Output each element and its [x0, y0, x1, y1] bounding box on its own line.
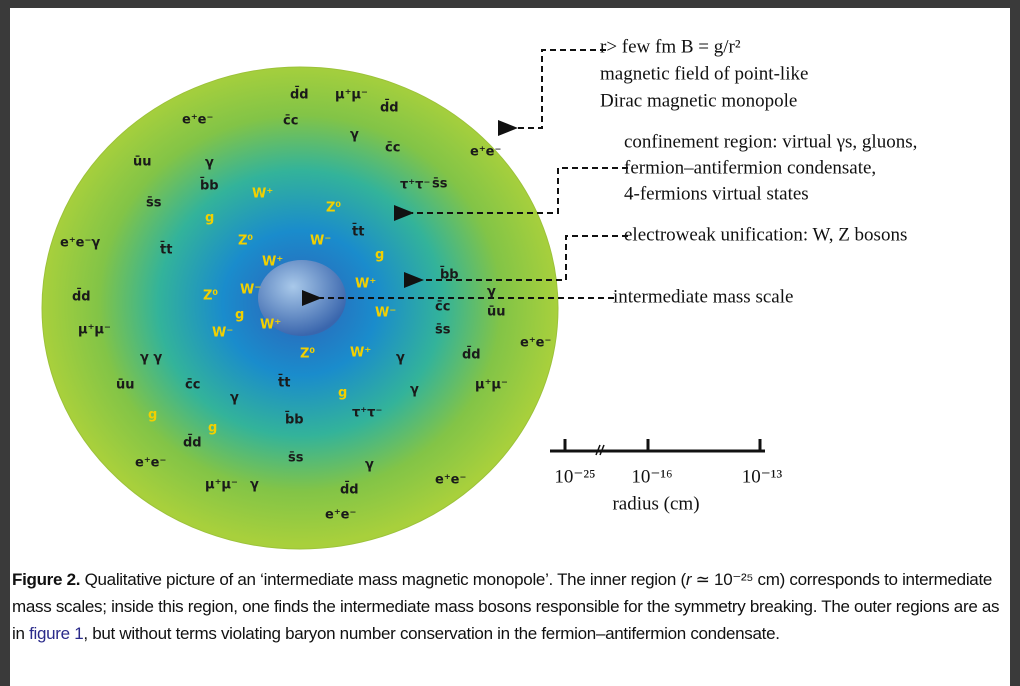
particle-label: γ: [230, 391, 239, 406]
particle-label: γ: [396, 351, 405, 366]
particle-label: γ: [205, 156, 214, 171]
particle-label: e⁺e⁻: [520, 336, 551, 351]
particle-label: ūu: [487, 305, 506, 320]
particle-label: g: [208, 421, 217, 436]
particle-label: γ γ: [140, 351, 162, 366]
scale-tick-label: 10⁻¹⁶: [631, 466, 672, 487]
arrow: [516, 50, 606, 128]
particle-label: W⁻: [212, 326, 233, 341]
particle-label: μ⁺μ⁻: [475, 378, 508, 393]
particle-label: s̄s: [432, 177, 448, 192]
particle-label: d̄d: [290, 86, 309, 102]
particle-label: t̄t: [352, 223, 365, 239]
particle-label: e⁺e⁻: [325, 508, 356, 523]
scale-tick-label: 10⁻²⁵: [554, 466, 595, 487]
particle-label: W⁻: [375, 306, 396, 321]
particle-label: c̄c: [385, 141, 400, 156]
particle-label: d̄d: [340, 481, 359, 497]
particle-label: c̄c: [185, 378, 200, 393]
particle-label: ūu: [116, 378, 135, 393]
particle-label: g: [338, 386, 347, 401]
particle-label: Z⁰: [238, 234, 253, 249]
particle-label: μ⁺μ⁻: [335, 88, 368, 103]
page: {"figure":{ "particle_labels":["e⁺e⁻","d…: [0, 0, 1020, 686]
particle-label: W⁺: [252, 187, 273, 202]
annotation: magnetic field of point-like: [600, 63, 808, 84]
particle-label: W⁻: [310, 234, 331, 249]
particle-label: g: [235, 308, 244, 323]
particle-label: Z⁰: [203, 289, 218, 304]
particle-label: d̄d: [380, 99, 399, 115]
annotation: r> few fm B = g/r²: [600, 36, 741, 57]
particle-label: e⁺e⁻: [182, 113, 213, 128]
particle-label: e⁺e⁻: [435, 473, 466, 488]
scale-tick-label: 10⁻¹³: [742, 466, 783, 487]
particle-label: μ⁺μ⁻: [78, 323, 111, 338]
annotation: Dirac magnetic monopole: [600, 90, 797, 111]
particle-label: γ: [250, 478, 259, 493]
particle-label: e⁺e⁻: [470, 145, 501, 160]
particle-label: s̄s: [435, 323, 451, 338]
caption-label: Figure 2.: [12, 570, 80, 589]
particle-label: c̄c: [283, 114, 298, 129]
particle-label: W⁻: [240, 283, 261, 298]
particle-label: s̄s: [288, 451, 304, 466]
particle-label: d̄d: [183, 434, 202, 450]
particle-label: t̄t: [278, 374, 291, 390]
particle-label: b̄b: [200, 177, 219, 193]
particle-label: g: [205, 211, 214, 226]
particle-label: b̄b: [285, 411, 304, 427]
particle-label: W⁺: [262, 255, 283, 270]
caption-text: , but without terms violating baryon num…: [83, 624, 779, 643]
scale-bar: [550, 439, 765, 455]
particle-label: γ: [487, 285, 496, 300]
scale-label: radius (cm): [612, 493, 699, 514]
particle-label: γ: [365, 458, 374, 473]
particle-label: b̄b: [440, 266, 459, 282]
particle-label: τ⁺τ⁻: [400, 178, 430, 193]
annotation: intermediate mass scale: [613, 286, 793, 307]
particle-label: e⁺e⁻γ: [60, 236, 100, 251]
particle-label: g: [375, 248, 384, 263]
particle-label: d̄d: [462, 346, 481, 362]
particle-label: τ⁺τ⁻: [352, 406, 382, 421]
particle-label: Z⁰: [326, 201, 341, 216]
particle-label: ūu: [133, 155, 152, 170]
particle-label: Z⁰: [300, 347, 315, 362]
annotation: fermion–antifermion condensate,: [624, 157, 876, 178]
particle-label: g: [148, 408, 157, 423]
particle-label: c̄c: [435, 300, 450, 315]
annotation: 4-fermions virtual states: [624, 183, 809, 204]
caption: Figure 2. Qualitative picture of an ‘int…: [12, 566, 1004, 647]
particle-label: γ: [350, 128, 359, 143]
particle-label: e⁺e⁻: [135, 456, 166, 471]
particle-label: t̄t: [160, 241, 173, 257]
particle-label: W⁺: [260, 318, 281, 333]
particle-label: W⁺: [355, 277, 376, 292]
annotation: electroweak unification: W, Z bosons: [624, 224, 907, 245]
particle-label: W⁺: [350, 346, 371, 361]
particle-label: s̄s: [146, 196, 162, 211]
figure-link[interactable]: figure 1: [29, 624, 83, 643]
particle-label: d̄d: [72, 288, 91, 304]
annotation: confinement region: virtual γs, gluons,: [624, 131, 917, 152]
particle-label: γ: [410, 383, 419, 398]
caption-text: Qualitative picture of an ‘intermediate …: [85, 570, 686, 589]
particle-label: μ⁺μ⁻: [205, 478, 238, 493]
